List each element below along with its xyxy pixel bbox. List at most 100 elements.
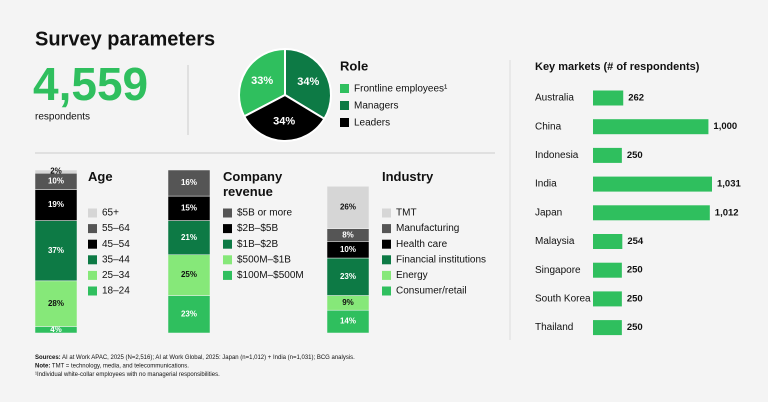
legend-label: Frontline employees¹ xyxy=(354,84,448,95)
legend-swatch xyxy=(88,270,97,280)
bar xyxy=(593,262,622,278)
legend-swatch xyxy=(88,239,97,249)
legend-swatch xyxy=(223,270,232,280)
pie-slice xyxy=(238,47,286,118)
data-label: 25% xyxy=(181,270,197,279)
legend-swatch xyxy=(340,118,349,127)
data-label: 19% xyxy=(48,200,64,209)
legend-label: $500M–$1B xyxy=(237,254,291,265)
footnote-text: ¹Individual white-collar employees with … xyxy=(35,372,220,378)
footnote: Note: TMT = technology, media, and telec… xyxy=(35,363,189,369)
bar xyxy=(593,205,710,221)
legend-swatch xyxy=(223,255,232,265)
legend-label: 55–64 xyxy=(102,223,130,234)
legend-label: 45–54 xyxy=(102,239,130,250)
footnote-text: TMT = technology, media, and telecommuni… xyxy=(50,363,189,369)
bar-segment xyxy=(167,169,211,197)
legend-label: Energy xyxy=(396,270,428,281)
data-label: 250 xyxy=(627,293,643,304)
chart-title: Key markets (# of respondents) xyxy=(535,61,700,73)
data-label: 16% xyxy=(181,178,197,187)
bar xyxy=(593,320,622,336)
bar-segment xyxy=(167,220,211,256)
legend-label: Health care xyxy=(396,239,448,250)
respondent-label: respondents xyxy=(35,112,90,123)
data-label: 14% xyxy=(340,317,356,326)
legend-label: 35–44 xyxy=(102,254,130,265)
category-label: South Korea xyxy=(535,294,591,305)
bar xyxy=(593,234,623,249)
legend-swatch xyxy=(88,224,97,234)
legend-swatch xyxy=(223,208,232,218)
bar-segment xyxy=(167,254,211,296)
bar-segment xyxy=(326,257,370,296)
data-label: 21% xyxy=(181,233,197,242)
legend-label: $100M–$500M xyxy=(237,270,304,281)
legend-swatch xyxy=(88,255,97,265)
page-title: Survey parameters xyxy=(35,28,215,50)
chart-title: Industry xyxy=(382,169,434,184)
chart-title: Age xyxy=(88,169,113,184)
bar xyxy=(593,291,622,307)
data-label: 37% xyxy=(48,246,64,255)
data-label: 250 xyxy=(627,322,643,333)
data-label: 23% xyxy=(181,309,197,318)
category-label: Singapore xyxy=(535,265,581,276)
data-label: 1,012 xyxy=(715,207,739,218)
bar-segment xyxy=(167,295,211,334)
data-label: 10% xyxy=(48,177,64,186)
bar-segment xyxy=(34,169,78,174)
legend-label: Managers xyxy=(354,101,398,112)
legend-swatch xyxy=(382,286,391,296)
data-label: 4% xyxy=(50,325,62,334)
category-label: Australia xyxy=(535,93,574,104)
legend-label: $2B–$5B xyxy=(237,223,278,234)
legend-label: Financial institutions xyxy=(396,254,486,265)
data-label: 28% xyxy=(48,299,64,308)
data-label: 23% xyxy=(340,272,356,281)
legend-label: $1B–$2B xyxy=(237,239,278,250)
category-label: Japan xyxy=(535,207,562,218)
footnote-label: Note: xyxy=(35,363,50,369)
footnote: Sources: AI at Work APAC, 2025 (N=2,516)… xyxy=(35,355,355,361)
legend-label: 25–34 xyxy=(102,270,130,281)
footnote: ¹Individual white-collar employees with … xyxy=(35,372,220,378)
legend-label: $5B or more xyxy=(237,208,292,219)
category-label: Malaysia xyxy=(535,236,575,247)
legend-swatch xyxy=(382,208,391,218)
bar-segment xyxy=(326,186,370,229)
footnote-label: Sources: xyxy=(35,355,61,361)
bar-segment xyxy=(34,189,78,221)
data-label: 9% xyxy=(342,298,354,307)
data-label: 1,000 xyxy=(713,121,737,132)
bar-segment xyxy=(167,195,211,221)
legend-swatch xyxy=(340,84,349,93)
data-label: 2% xyxy=(50,167,62,176)
legend-swatch xyxy=(223,239,232,249)
legend-swatch xyxy=(382,270,391,280)
category-label: China xyxy=(535,121,562,132)
bar-segment xyxy=(34,220,78,282)
legend-label: TMT xyxy=(396,208,417,219)
footnote-text: AI at Work APAC, 2025 (N=2,516); AI at W… xyxy=(61,355,355,361)
pie-slice xyxy=(242,93,326,142)
category-label: Indonesia xyxy=(535,150,579,161)
legend-swatch xyxy=(382,255,391,265)
data-label: 26% xyxy=(340,203,356,212)
data-label: 254 xyxy=(627,236,644,247)
data-label: 250 xyxy=(627,265,643,276)
data-label: 1,031 xyxy=(717,179,741,190)
data-label: 15% xyxy=(181,203,197,212)
legend-swatch xyxy=(382,224,391,234)
data-label: 250 xyxy=(627,150,643,161)
chart-title: Company revenue xyxy=(223,169,283,199)
legend-swatch xyxy=(340,101,349,110)
bar xyxy=(593,176,712,192)
data-label: 8% xyxy=(342,230,354,239)
bar xyxy=(593,119,709,135)
legend-swatch xyxy=(382,239,391,249)
bar xyxy=(593,147,622,163)
bar-segment xyxy=(34,280,78,327)
